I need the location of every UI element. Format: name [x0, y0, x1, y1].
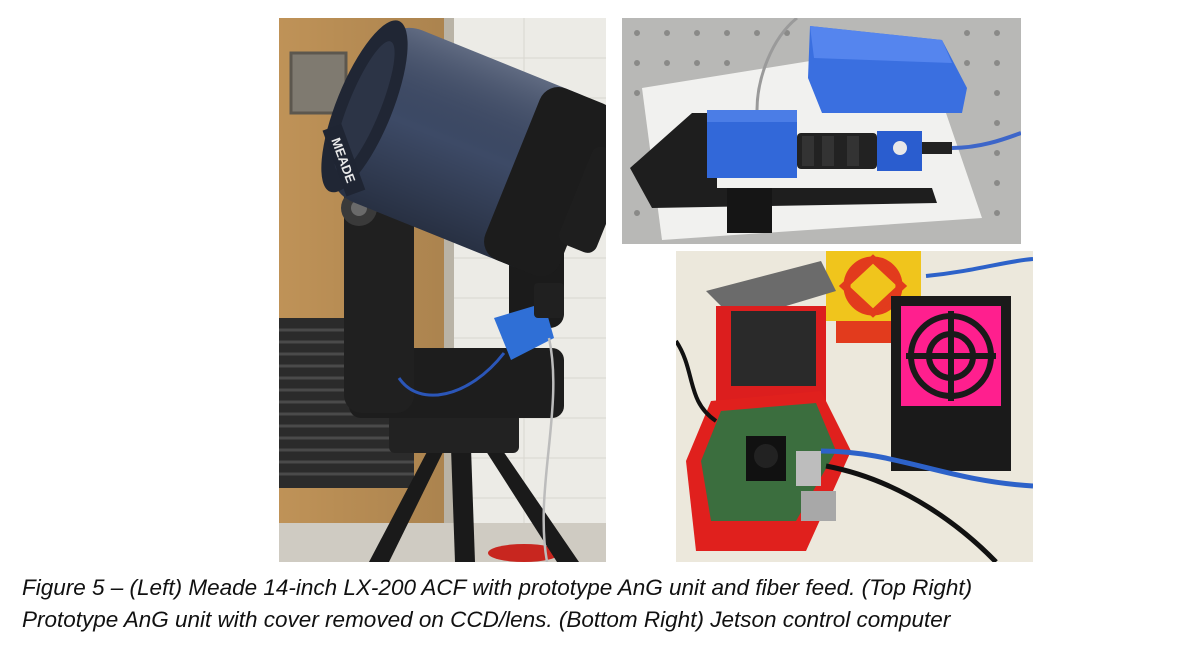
photo-left-telescope: MEADE	[279, 18, 606, 562]
caption-line-2: Prototype AnG unit with cover removed on…	[22, 607, 951, 632]
tripod-head	[389, 413, 519, 453]
base-plate	[630, 113, 937, 208]
fork-arm-left	[344, 173, 414, 413]
figure-caption: Figure 5 – (Left) Meade 14-inch LX-200 A…	[22, 572, 1187, 636]
photo-bottom-right-jetson	[676, 251, 1033, 562]
caption-line-1: Figure 5 – (Left) Meade 14-inch LX-200 A…	[22, 575, 973, 600]
ang-unit-photo-art	[622, 18, 1021, 244]
telescope-photo-art: MEADE	[279, 18, 606, 562]
photo-top-right-ang-unit	[622, 18, 1021, 244]
jetson-photo-art	[676, 251, 1033, 562]
fiber-feed	[542, 337, 555, 562]
